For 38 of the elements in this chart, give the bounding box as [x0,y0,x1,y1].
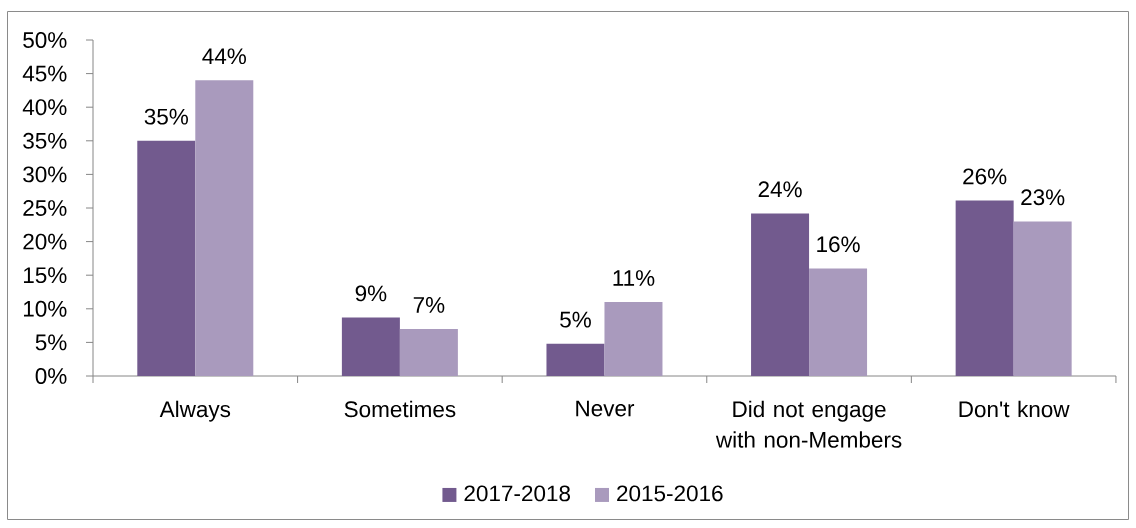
data-label: 5% [560,311,591,328]
bar [399,328,458,376]
y-tick-label: 15% [23,267,67,284]
bar [546,343,605,376]
y-tick-label: 35% [23,132,67,149]
bar [1013,221,1072,376]
x-tick-label: Always [159,400,231,422]
y-tick-label: 0% [35,368,67,384]
bar [341,317,400,376]
x-tick-label: Never [576,400,635,417]
bar [137,140,196,376]
legend-label: 2015-2016 [617,485,723,502]
bar [604,302,663,376]
legend-label: 2017-2018 [464,485,570,502]
x-tick-label: Did not engage with non-Members [715,400,902,448]
y-tick-label: 40% [22,99,67,116]
bar [955,200,1014,376]
y-tick-label: 30% [23,166,67,183]
x-tick-label: Don't know [959,400,1070,418]
data-label: 35% [144,108,188,125]
data-label: 11% [613,270,655,286]
y-tick-label: 25% [23,200,67,216]
bar [809,268,868,376]
y-tick-label: 5% [35,334,67,351]
data-label: 26% [963,168,1007,185]
y-tick-label: 50% [23,32,67,48]
data-label: 23% [1021,189,1065,206]
data-label: 44% [202,48,246,65]
y-tick-label: 10% [23,300,67,317]
x-tick-label: Sometimes [344,400,456,418]
data-label: 7% [413,297,445,313]
bar [751,213,810,376]
y-tick-label: 20% [23,233,67,250]
data-label: 16% [817,236,860,253]
data-label: 24% [758,181,802,198]
bar [195,80,254,376]
data-label: 9% [355,285,387,302]
y-tick-label: 45% [22,65,67,82]
